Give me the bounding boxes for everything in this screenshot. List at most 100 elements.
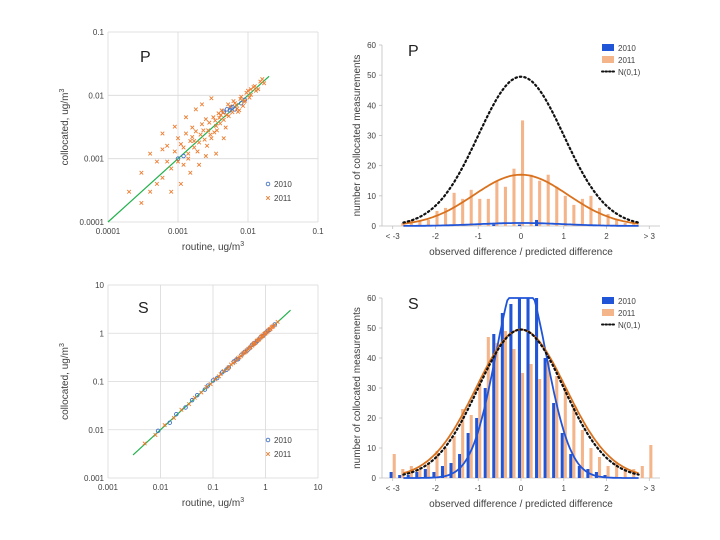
chart1-point-2011 (178, 181, 184, 186)
chart4-y-tick-label: 40 (367, 354, 376, 363)
chart3-legend-label: 2010 (274, 436, 292, 445)
chart1-point-2011 (169, 189, 174, 194)
chart1-point-2011 (192, 138, 197, 144)
chart2-x-tick-label: -1 (475, 232, 483, 241)
chart4-legend-swatch-2011 (602, 309, 614, 316)
chart1-point-2011 (206, 128, 211, 133)
chart2-bar-2011 (589, 195, 593, 226)
chart4-x-tick-label: 2 (604, 484, 609, 493)
chart3-point-2011 (208, 382, 213, 387)
chart2-legend-label: N(0,1) (618, 68, 641, 77)
chart2-y-tick-label: 10 (367, 192, 376, 201)
chart3-x-tick-label: 1 (263, 483, 268, 492)
chart3-y-tick-label: 0.001 (84, 474, 105, 483)
chart1-y-tick-label: 0.1 (93, 28, 105, 37)
chart1-point-2011 (201, 128, 206, 133)
chart2-y-axis-label: number of collocated measurements (352, 55, 363, 217)
chart2-legend-swatch-2010 (602, 44, 614, 51)
chart1-point-2011 (183, 131, 189, 136)
chart3-point-2010 (202, 387, 208, 392)
chart3-point-2011 (267, 327, 272, 332)
chart4-bar-2011 (461, 409, 465, 478)
chart4-bar-2011 (589, 448, 593, 478)
chart4-bar-2011 (444, 448, 448, 478)
chart4-bar-2011 (495, 343, 499, 478)
chart2-bar-2011 (632, 222, 636, 226)
chart1-point-2011 (220, 110, 226, 115)
chart1-point-2011 (186, 156, 191, 161)
chart1-point-2011 (247, 95, 252, 100)
chart4-bar-2010 (526, 298, 530, 478)
chart3-point-2010 (174, 411, 179, 417)
chart1-point-2011 (190, 125, 195, 130)
chart2-bar-2011 (572, 204, 576, 226)
chart1-point-2011 (165, 159, 170, 164)
chart4-bar-2010 (535, 298, 539, 478)
chart1-point-2011 (160, 147, 165, 152)
chart1-point-2011 (188, 138, 193, 144)
chart1-point-2011 (213, 123, 219, 128)
chart2-y-tick-label: 50 (367, 71, 376, 80)
chart4-bar-2010 (569, 454, 573, 478)
chart2-x-tick-label: 1 (562, 232, 567, 241)
chart1-point-2011 (148, 189, 153, 194)
chart4-bar-2011 (512, 349, 516, 478)
chart1-point-2011 (226, 102, 231, 107)
chart2-panel-label: P (408, 43, 419, 60)
chart1-point-2011 (193, 107, 198, 112)
chart3-point-2011 (275, 319, 280, 325)
chart3-point-2011 (186, 401, 192, 407)
chart1-point-2011 (192, 145, 197, 150)
chart2-bar-2011 (469, 189, 473, 226)
chart4-bar-2010 (543, 358, 547, 478)
chart1-point-2011 (248, 87, 254, 92)
chart4-bar-2011 (401, 469, 405, 478)
chart3-point-2011 (162, 422, 167, 428)
chart3-point-2011 (142, 441, 147, 446)
chart1-point-2011 (160, 131, 165, 136)
chart1-point-2011 (208, 132, 213, 137)
chart1-legend-marker-2010 (265, 181, 271, 187)
chart1-point-2011 (207, 120, 212, 125)
chart1-point-2011 (214, 128, 220, 133)
chart4-bar-2011 (597, 457, 602, 478)
chart3-point-2010 (183, 405, 188, 410)
chart2-bar-2011 (538, 180, 542, 226)
chart3-point-2011 (199, 390, 204, 395)
chart4-bar-2010 (475, 418, 479, 478)
chart1-point-2011 (238, 96, 243, 101)
chart1-point-2011 (139, 200, 144, 206)
chart3-point-2011 (234, 357, 239, 362)
chart3-point-2010 (155, 428, 161, 434)
chart4-y-tick-label: 0 (372, 474, 377, 483)
chart1-point-2011 (226, 113, 231, 119)
chart3-point-2011 (263, 331, 268, 336)
chart3-point-2010 (245, 348, 250, 353)
chart3-point-2011 (179, 407, 184, 412)
chart1-point-2011 (181, 145, 186, 150)
chart4-bar-2010 (406, 475, 410, 478)
chart2-bar-2011 (461, 198, 465, 226)
chart1-point-2011 (183, 115, 189, 120)
chart4-bar-2011 (503, 331, 507, 478)
chart4-x-tick-label: > 3 (644, 484, 656, 493)
chart2-bar-2011 (555, 186, 559, 226)
chart4-x-tick-label: -1 (475, 484, 483, 493)
chart3-point-2011 (213, 377, 218, 382)
chart1-point-2011 (154, 159, 160, 164)
chart4-x-tick-label: 0 (519, 484, 524, 493)
chart1-point-2011 (190, 134, 195, 140)
chart4-bar-2010 (449, 463, 453, 478)
chart3-point-2011 (259, 334, 264, 339)
chart4-bar-2011 (606, 466, 610, 478)
chart3-point-2011 (256, 337, 261, 342)
chart4-bar-2011 (426, 463, 430, 478)
chart1-point-2011 (213, 151, 219, 156)
chart4-bar-2010 (483, 388, 487, 478)
chart1-point-2011 (193, 129, 198, 134)
chart2-curve-N-0-1- (402, 75, 640, 224)
chart1-point-2011 (175, 159, 181, 164)
chart3-panel-label: S (138, 300, 149, 317)
chart3-point-2011 (226, 365, 231, 370)
chart3-point-2010 (272, 322, 277, 327)
